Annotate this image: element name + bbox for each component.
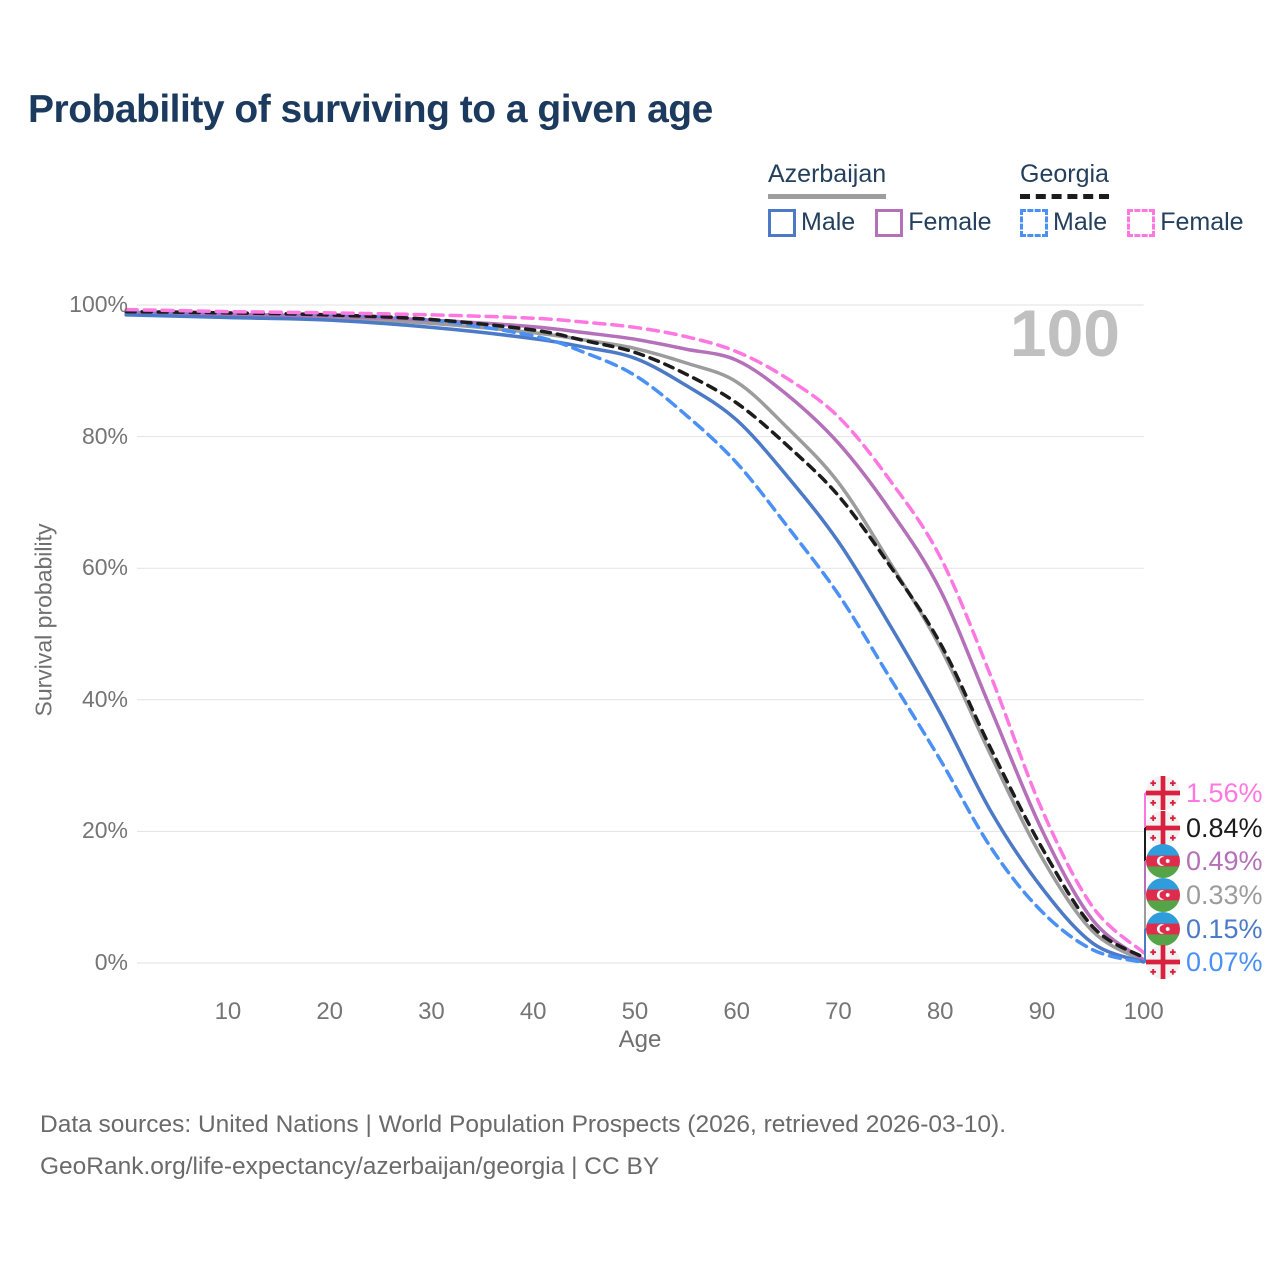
x-tick-label: 90 <box>1028 998 1056 1025</box>
end-label-georgia-male: 0.07% <box>1146 945 1263 979</box>
x-tick-label: 70 <box>825 998 852 1025</box>
georgia-female-swatch-icon <box>1127 208 1156 237</box>
x-tick-label: 50 <box>621 998 649 1025</box>
end-label-value: 0.84% <box>1186 812 1263 843</box>
legend-country-azerbaijan: Azerbaijan <box>768 160 887 199</box>
azerbaijan-flag-icon <box>1146 844 1180 878</box>
age-watermark: 100 <box>1009 296 1120 370</box>
x-axis-title: Age <box>618 1026 662 1053</box>
curve-azerbaijan-female <box>124 310 1146 962</box>
page-title: Probability of surviving to a given age <box>28 88 713 131</box>
georgia-flag-icon <box>1146 945 1180 979</box>
georgia-male-swatch-icon <box>1020 208 1048 237</box>
data-sources-line: Data sources: United Nations | World Pop… <box>40 1111 1007 1138</box>
y-tick-label: 80% <box>81 422 128 449</box>
curve-georgia-female <box>124 307 1146 955</box>
end-label-georgia-both: 0.84% <box>1146 811 1263 845</box>
y-tick-label: 0% <box>94 949 128 975</box>
x-tick-label: 80 <box>926 998 954 1025</box>
legend-item-label: Female <box>1160 208 1244 236</box>
x-tick-label: 30 <box>418 998 445 1025</box>
data-sources-note: Data sources: United Nations | World Pop… <box>40 1104 1006 1188</box>
azerbaijan-flag-icon <box>1146 912 1180 946</box>
end-label-azerbaijan-female: 0.49% <box>1146 844 1263 878</box>
end-label-georgia-female: 1.56% <box>1146 776 1263 810</box>
y-tick-label: 60% <box>81 554 128 581</box>
legend-group-georgia: Georgia Male Female <box>1020 160 1244 237</box>
survival-curves <box>124 307 1146 965</box>
legend-item-label: Male <box>1053 208 1108 236</box>
legend-group-azerbaijan: Azerbaijan Male Female <box>768 160 992 237</box>
end-label-value: 0.49% <box>1186 845 1263 876</box>
end-label-azerbaijan-both: 0.33% <box>1146 878 1263 912</box>
curve-azerbaijan-male <box>124 313 1146 964</box>
legend-item-label: Male <box>801 208 856 236</box>
legend-item-azerbaijan-female: Female <box>875 208 992 237</box>
end-label-value: 0.07% <box>1186 946 1263 977</box>
x-tick-label: 10 <box>214 998 242 1025</box>
azerbaijan-flag-icon <box>1146 878 1180 912</box>
y-tick-label: 40% <box>81 685 128 712</box>
y-tick-label: 20% <box>81 817 128 844</box>
x-tick-label: 60 <box>723 998 751 1025</box>
end-label-value: 0.15% <box>1186 913 1263 944</box>
legend-item-azerbaijan-male: Male <box>768 208 855 237</box>
end-label-value: 1.56% <box>1186 777 1263 808</box>
curve-georgia-male <box>124 309 1146 965</box>
curve-azerbaijan-both-sexes <box>124 311 1146 963</box>
azerbaijan-female-swatch-icon <box>875 208 904 237</box>
attribution-line: GeoRank.org/life-expectancy/azerbaijan/g… <box>40 1153 660 1180</box>
end-label-value: 0.33% <box>1186 879 1263 910</box>
legend-item-label: Female <box>908 208 992 236</box>
legend-item-georgia-male: Male <box>1020 208 1107 237</box>
azerbaijan-male-swatch-icon <box>768 208 796 237</box>
x-tick-label: 40 <box>519 998 547 1025</box>
curve-georgia-both-sexes <box>124 309 1146 960</box>
georgia-flag-icon <box>1146 811 1180 845</box>
georgia-flag-icon <box>1146 776 1180 810</box>
end-label-azerbaijan-male: 0.15% <box>1146 912 1263 946</box>
x-tick-label: 20 <box>316 998 344 1025</box>
y-tick-label: 100% <box>69 291 128 317</box>
x-tick-label: 100 <box>1123 998 1164 1025</box>
gridlines <box>137 304 1144 964</box>
legend-item-georgia-female: Female <box>1127 208 1244 237</box>
legend-country-georgia: Georgia <box>1020 160 1109 199</box>
